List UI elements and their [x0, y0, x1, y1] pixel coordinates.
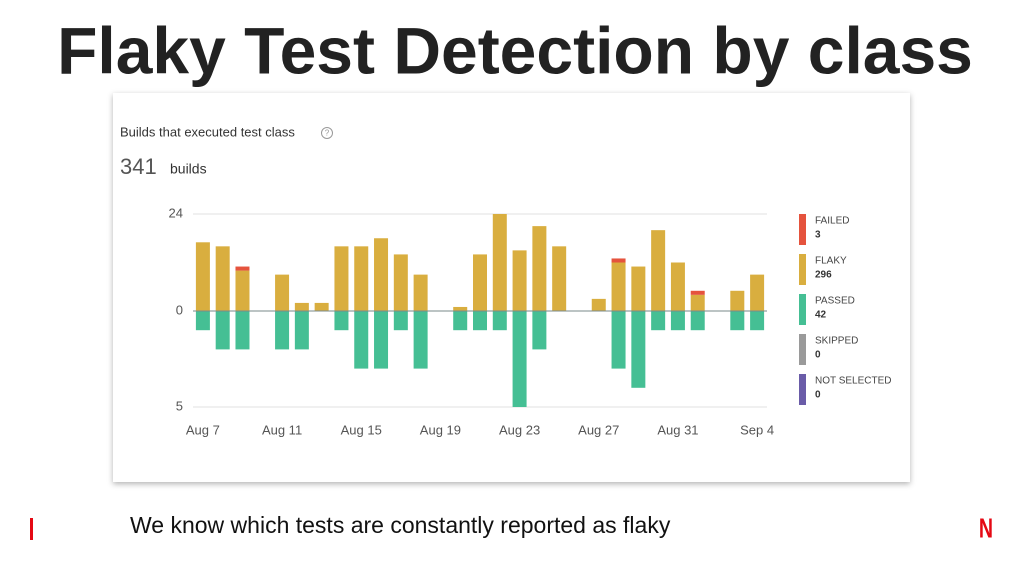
bar-segment	[195, 242, 210, 311]
chart-title: Builds that executed test class	[120, 124, 295, 139]
bar-segment	[354, 246, 369, 311]
bar-segment	[195, 311, 210, 331]
bar-segment	[532, 311, 547, 350]
legend-label: FAILED	[815, 216, 849, 227]
legend-label: FLAKY	[815, 256, 847, 267]
x-tick-label: Aug 15	[341, 422, 382, 437]
bar-segment	[492, 214, 507, 311]
bar-segment	[235, 266, 250, 271]
bar-segment	[651, 230, 666, 311]
bar-segment	[750, 311, 765, 331]
bar-segment	[215, 246, 230, 311]
bar-segment	[294, 311, 309, 350]
legend-total: 3	[815, 230, 821, 241]
x-tick-label: Aug 23	[499, 422, 540, 437]
bar-segment	[512, 250, 527, 311]
x-tick-label: Aug 27	[578, 422, 619, 437]
legend-label: NOT SELECTED	[815, 376, 892, 387]
bar-segment	[670, 262, 685, 311]
x-tick-label: Aug 19	[420, 422, 461, 437]
legend-total: 42	[815, 310, 827, 321]
bar-segment	[532, 226, 547, 311]
bar-segment	[611, 311, 626, 369]
bar-segment	[235, 311, 250, 350]
legend-swatch	[799, 334, 806, 365]
bar-segment	[374, 311, 389, 369]
y-tick-label: 0	[176, 302, 183, 317]
legend-label: SKIPPED	[815, 336, 858, 347]
svg-text:?: ?	[325, 129, 330, 138]
x-tick-label: Aug 7	[186, 422, 220, 437]
bar-segment	[631, 311, 646, 388]
bar-segment	[670, 311, 685, 331]
bar-segment	[690, 290, 705, 295]
bar-segment	[294, 302, 309, 311]
legend-total: 0	[815, 390, 821, 401]
bar-segment	[750, 274, 765, 311]
bar-segment	[730, 290, 745, 311]
bar-segment	[374, 238, 389, 311]
bar-segment	[215, 311, 230, 350]
bar-segment	[690, 294, 705, 311]
bar-segment	[354, 311, 369, 369]
legend-total: 296	[815, 270, 832, 281]
y-tick-label: 24	[169, 205, 183, 220]
bar-segment	[334, 246, 349, 311]
help-icon[interactable]: ?	[321, 127, 333, 139]
bar-segment	[413, 274, 428, 311]
bar-segment	[473, 311, 487, 331]
bar-segment	[611, 258, 626, 263]
bar-segment	[512, 311, 527, 407]
bar-segment	[552, 246, 567, 311]
build-unit: builds	[170, 161, 207, 177]
bar-segment	[591, 298, 606, 311]
caption: We know which tests are constantly repor…	[130, 512, 671, 538]
x-tick-label: Aug 11	[262, 422, 302, 437]
bar-segment	[413, 311, 428, 369]
bar-segment	[453, 306, 468, 311]
bar-segment	[473, 254, 487, 311]
x-tick-label: Sep 4	[740, 422, 774, 437]
legend-swatch	[799, 214, 806, 245]
bar-segment	[492, 311, 507, 331]
x-tick-label: Aug 31	[657, 422, 698, 437]
legend-swatch	[799, 374, 806, 405]
legend-total: 0	[815, 350, 821, 361]
bar-segment	[631, 266, 646, 311]
legend-swatch	[799, 294, 806, 325]
bar-segment	[235, 270, 250, 311]
legend-swatch	[799, 254, 806, 285]
bar-segment	[651, 311, 666, 331]
bar-segment	[314, 302, 329, 311]
bar-segment	[730, 311, 745, 331]
bar-segment	[611, 262, 626, 311]
bar-segment	[393, 311, 408, 331]
legend-label: PASSED	[815, 296, 855, 307]
bar-segment	[334, 311, 349, 331]
bar-segment	[275, 274, 290, 311]
build-total: 341	[120, 154, 157, 179]
bar-segment	[393, 254, 408, 311]
bar-segment	[275, 311, 290, 350]
y2-tick-label: 5	[176, 398, 183, 413]
slide-title: Flaky Test Detection by class	[57, 13, 973, 87]
logo: N	[979, 513, 993, 544]
bar-segment	[453, 311, 468, 331]
bar-segment	[690, 311, 705, 331]
accent-bar	[30, 518, 33, 540]
